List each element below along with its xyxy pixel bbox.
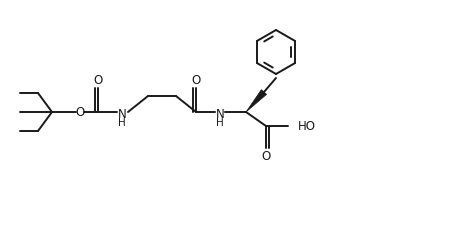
Text: O: O [261,149,270,162]
Text: H: H [216,117,223,127]
Text: O: O [75,106,85,119]
Text: O: O [93,74,102,87]
Polygon shape [245,90,266,112]
Text: N: N [117,108,126,121]
Text: O: O [191,74,200,87]
Text: N: N [215,108,224,121]
Text: H: H [118,117,126,127]
Text: HO: HO [298,119,315,132]
